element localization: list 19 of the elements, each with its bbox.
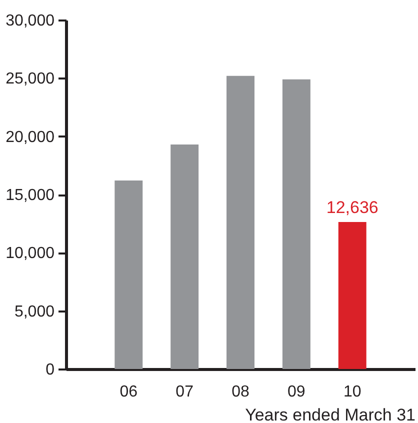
y-tick-label: 25,000 <box>6 70 55 88</box>
bar <box>226 76 254 369</box>
bar <box>282 79 310 369</box>
x-tick-label: 06 <box>120 384 138 400</box>
x-tick-label: 08 <box>232 384 250 400</box>
y-tick-label: 20,000 <box>6 128 55 146</box>
x-axis-title: Years ended March 31 <box>245 406 416 423</box>
y-tick-label: 15,000 <box>6 187 55 204</box>
y-tick-label: 5,000 <box>14 303 55 320</box>
data-label: 12,636 <box>326 198 378 217</box>
x-tick-label: 07 <box>176 384 194 400</box>
bar <box>170 144 199 369</box>
y-tick-label: 30,000 <box>6 12 55 30</box>
y-tick-label: 10,000 <box>6 245 55 262</box>
x-tick-label: 09 <box>288 384 306 400</box>
bar <box>338 222 366 369</box>
bar <box>114 180 143 369</box>
x-tick-label: 10 <box>343 384 362 400</box>
y-tick-label: 0 <box>46 362 55 378</box>
